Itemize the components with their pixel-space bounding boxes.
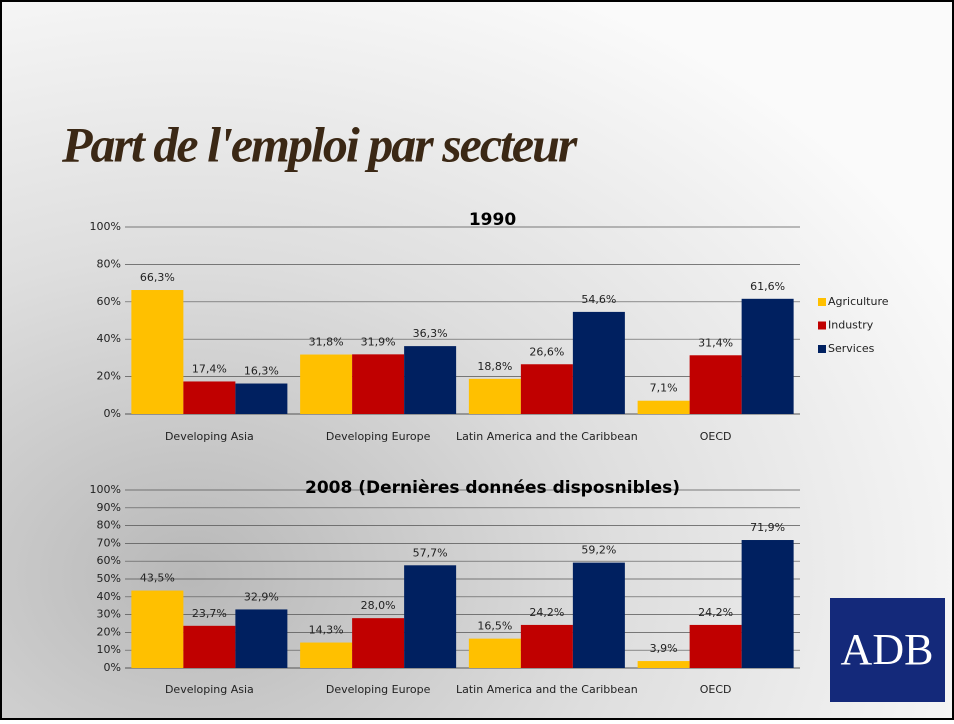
value-label: 66,3% — [140, 271, 175, 284]
y-tick-label: 100% — [90, 220, 121, 233]
y-tick-label: 30% — [97, 608, 121, 621]
y-tick-label: 40% — [97, 590, 121, 603]
bar — [183, 626, 235, 668]
bar — [131, 290, 183, 414]
value-label: 31,8% — [309, 336, 344, 349]
value-label: 14,3% — [309, 624, 344, 637]
y-tick-label: 20% — [97, 625, 121, 638]
y-tick-label: 100% — [90, 483, 121, 496]
x-tick-label: Developing Europe — [326, 430, 431, 443]
x-tick-label: Developing Asia — [165, 683, 254, 696]
bar — [638, 661, 690, 668]
bar — [300, 355, 352, 414]
legend-swatch — [818, 298, 826, 306]
bar — [521, 625, 573, 668]
y-tick-label: 80% — [97, 257, 121, 270]
y-tick-label: 90% — [97, 501, 121, 514]
y-tick-label: 0% — [104, 407, 121, 420]
bar — [235, 384, 287, 414]
x-tick-label: OECD — [700, 430, 732, 443]
bar — [690, 625, 742, 668]
value-label: 24,2% — [698, 606, 733, 619]
value-label: 28,0% — [361, 599, 396, 612]
value-label: 17,4% — [192, 362, 227, 375]
bar — [352, 354, 404, 414]
y-tick-label: 60% — [97, 295, 121, 308]
logo: ADB — [841, 625, 934, 674]
value-label: 3,9% — [650, 642, 678, 655]
value-label: 59,2% — [581, 544, 616, 557]
legend-swatch — [818, 345, 826, 353]
value-label: 26,6% — [529, 345, 564, 358]
legend-label: Services — [828, 342, 875, 355]
bar — [404, 346, 456, 414]
bar — [131, 591, 183, 668]
value-label: 23,7% — [192, 607, 227, 620]
bar — [521, 364, 573, 414]
value-label: 57,7% — [413, 546, 448, 559]
y-tick-label: 10% — [97, 643, 121, 656]
y-tick-label: 50% — [97, 572, 121, 585]
bar — [742, 540, 794, 668]
x-tick-label: Developing Asia — [165, 430, 254, 443]
value-label: 61,6% — [750, 280, 785, 293]
value-label: 32,9% — [244, 590, 279, 603]
bar — [300, 643, 352, 668]
legend-label: Industry — [828, 319, 874, 332]
bar — [573, 563, 625, 668]
value-label: 43,5% — [140, 572, 175, 585]
value-label: 31,4% — [698, 336, 733, 349]
bar — [352, 618, 404, 668]
value-label: 18,8% — [477, 360, 512, 373]
bar — [469, 639, 521, 668]
value-label: 16,3% — [244, 365, 279, 378]
bar — [183, 381, 235, 414]
x-tick-label: Latin America and the Caribbean — [456, 683, 638, 696]
bar — [742, 299, 794, 414]
value-label: 71,9% — [750, 521, 785, 534]
y-tick-label: 20% — [97, 370, 121, 383]
y-tick-label: 70% — [97, 536, 121, 549]
legend-swatch — [818, 322, 826, 330]
value-label: 31,9% — [361, 335, 396, 348]
value-label: 24,2% — [529, 606, 564, 619]
bar — [469, 379, 521, 414]
chart-title: 1990 — [469, 210, 516, 230]
value-label: 36,3% — [413, 327, 448, 340]
legend-label: Agriculture — [828, 295, 889, 308]
x-tick-label: Developing Europe — [326, 683, 431, 696]
y-tick-label: 60% — [97, 554, 121, 567]
x-tick-label: OECD — [700, 683, 732, 696]
value-label: 16,5% — [477, 620, 512, 633]
slide: Part de l'emploi par secteur ADB 0% 20% 40… — [0, 0, 954, 720]
bar — [235, 609, 287, 668]
value-label: 7,1% — [650, 382, 678, 395]
y-tick-label: 80% — [97, 519, 121, 532]
y-tick-label: 0% — [104, 661, 121, 674]
bar — [690, 355, 742, 414]
bar — [404, 565, 456, 668]
value-label: 54,6% — [581, 293, 616, 306]
bar — [638, 401, 690, 414]
chart-title: 2008 (Dernières données disposnibles) — [305, 478, 680, 498]
slide-title: Part de l'emploi par secteur — [61, 116, 578, 172]
bar — [573, 312, 625, 414]
y-tick-label: 40% — [97, 332, 121, 345]
x-tick-label: Latin America and the Caribbean — [456, 430, 638, 443]
